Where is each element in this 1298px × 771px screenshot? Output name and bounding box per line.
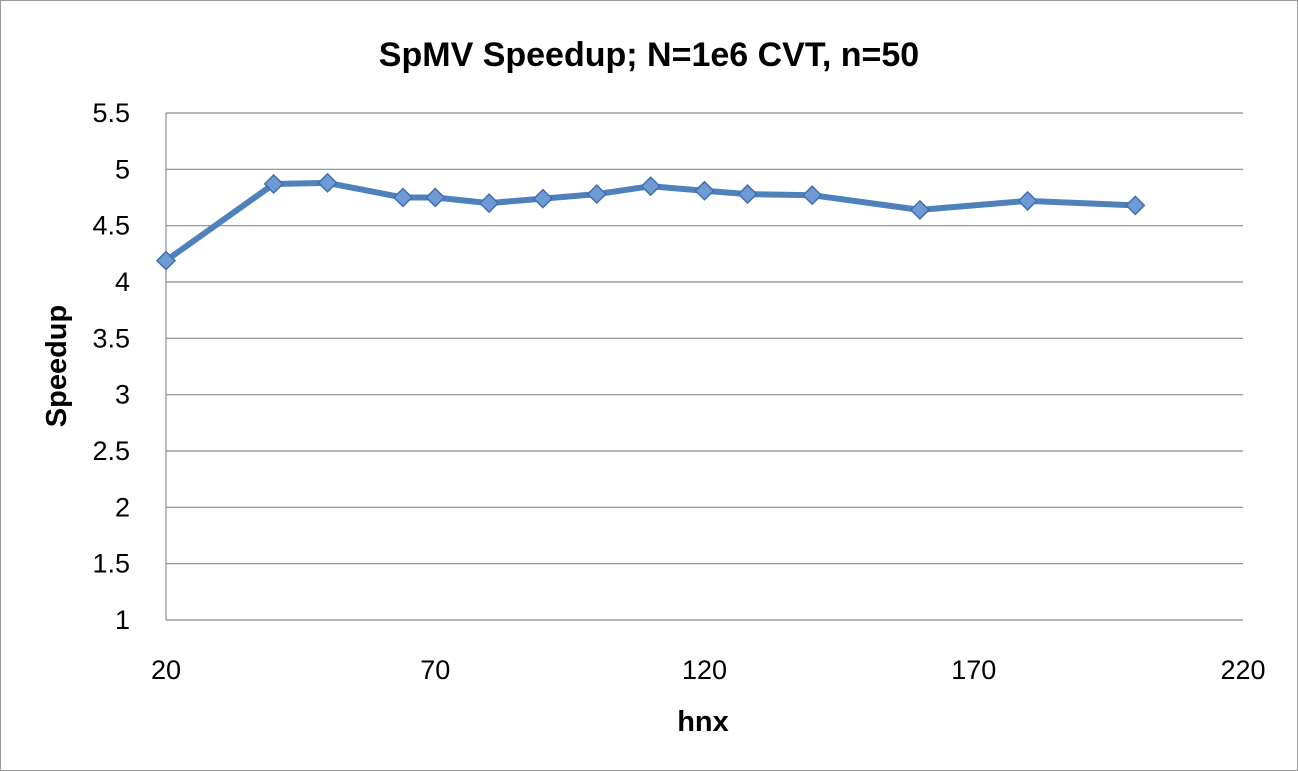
y-tick-label: 5 — [115, 154, 130, 184]
tick-labels: 1 1.5 2 2.5 3 3.5 4 4.5 5 5.5 20 70 120 170 220 — [92, 98, 1265, 685]
x-axis-label: hnx — [677, 706, 729, 738]
data-point-marker — [155, 250, 177, 271]
data-point-marker — [737, 184, 758, 205]
y-tick-label: 1.5 — [92, 549, 130, 579]
data-point-marker — [263, 173, 284, 195]
x-tick-label: 170 — [951, 655, 996, 685]
x-tick-label: 70 — [420, 655, 450, 685]
data-point-marker — [586, 184, 607, 205]
y-tick-label: 4 — [115, 267, 130, 297]
chart-title: SpMV Speedup; N=1e6 CVT, n=50 — [379, 36, 919, 74]
y-tick-label: 1 — [115, 605, 130, 635]
y-tick-label: 3 — [115, 380, 130, 410]
y-tick-label: 3.5 — [92, 323, 130, 353]
y-axis-label: Speedup — [41, 305, 73, 427]
data-point-marker — [802, 185, 823, 206]
data-point-marker — [1017, 190, 1038, 211]
data-point-marker — [425, 187, 446, 208]
data-point-marker — [532, 188, 554, 209]
data-point-marker — [640, 176, 661, 197]
y-tick-label: 2.5 — [92, 436, 130, 466]
gridlines — [166, 112, 1243, 621]
y-tick-label: 4.5 — [92, 211, 130, 241]
x-tick-label: 220 — [1220, 655, 1265, 685]
x-tick-label: 120 — [682, 655, 727, 685]
data-point-marker — [1125, 195, 1146, 216]
y-tick-label: 5.5 — [92, 98, 130, 128]
x-tick-label: 20 — [151, 655, 181, 685]
data-point-marker — [392, 187, 414, 208]
data-point-marker — [694, 180, 715, 201]
markers — [155, 172, 1146, 271]
data-point-marker — [909, 199, 930, 220]
y-tick-label: 2 — [115, 492, 130, 522]
data-point-marker — [479, 193, 500, 214]
data-point-marker — [317, 172, 338, 193]
